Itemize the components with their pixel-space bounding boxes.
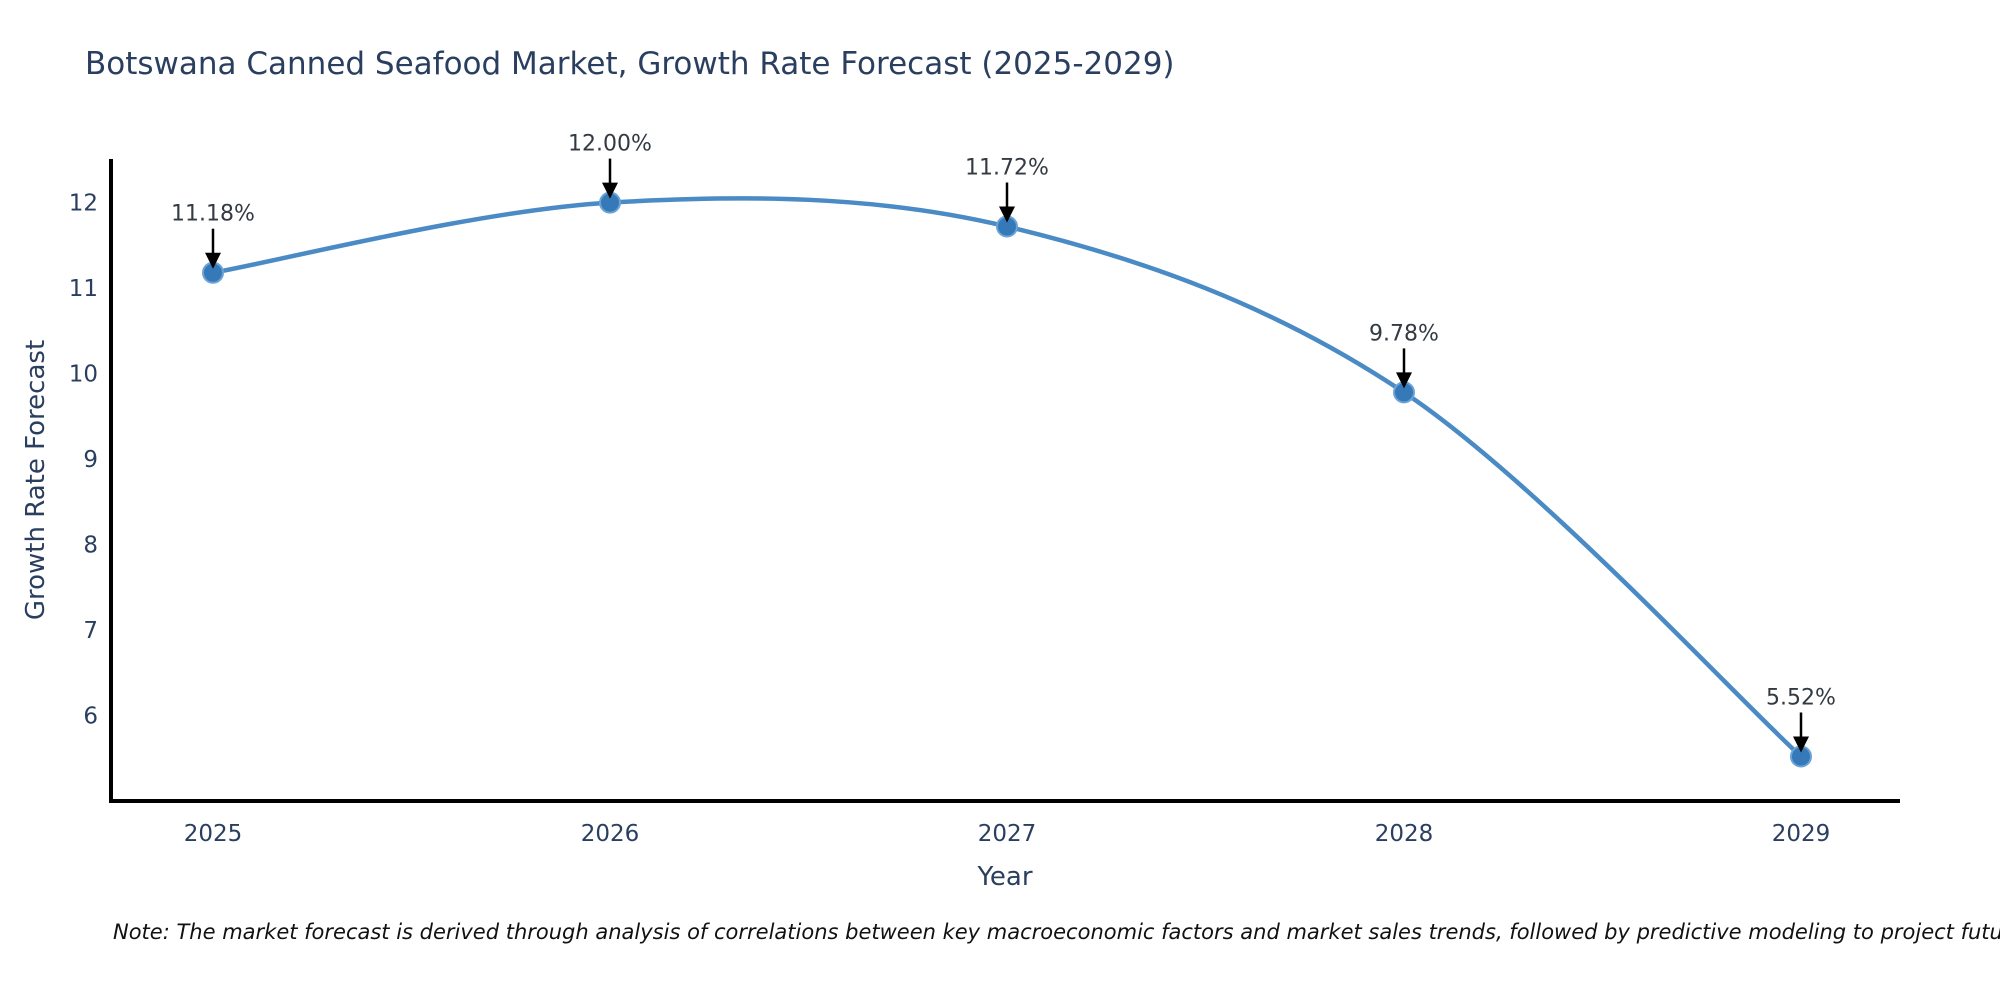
annotation-label: 11.18% <box>171 202 255 227</box>
x-tick-label: 2029 <box>1772 821 1831 847</box>
annotation-arrowhead <box>602 182 618 199</box>
chart-footnote: Note: The market forecast is derived thr… <box>113 920 2000 944</box>
annotation-arrowhead <box>1793 736 1809 753</box>
x-tick-label: 2027 <box>978 821 1037 847</box>
annotation-label: 5.52% <box>1766 686 1836 711</box>
chart-title: Botswana Canned Seafood Market, Growth R… <box>85 46 1175 82</box>
annotation-label: 9.78% <box>1369 321 1439 346</box>
y-tick-label: 7 <box>83 618 98 644</box>
x-tick-label: 2028 <box>1375 821 1434 847</box>
y-tick-label: 11 <box>69 276 98 302</box>
annotation-arrowhead <box>999 206 1015 223</box>
y-tick-label: 12 <box>69 191 98 217</box>
y-tick-label: 8 <box>83 533 98 559</box>
annotation-label: 12.00% <box>568 132 652 157</box>
forecast-line <box>210 196 1804 759</box>
y-tick-label: 9 <box>83 447 98 473</box>
y-tick-label: 6 <box>83 704 98 730</box>
x-tick-label: 2025 <box>184 821 243 847</box>
annotation-arrowhead <box>205 252 221 269</box>
annotation-arrowhead <box>1396 372 1412 389</box>
y-tick-label: 10 <box>69 362 98 388</box>
x-tick-label: 2026 <box>581 821 640 847</box>
x-axis-title: Year <box>977 862 1033 892</box>
annotation-label: 11.72% <box>965 156 1049 181</box>
